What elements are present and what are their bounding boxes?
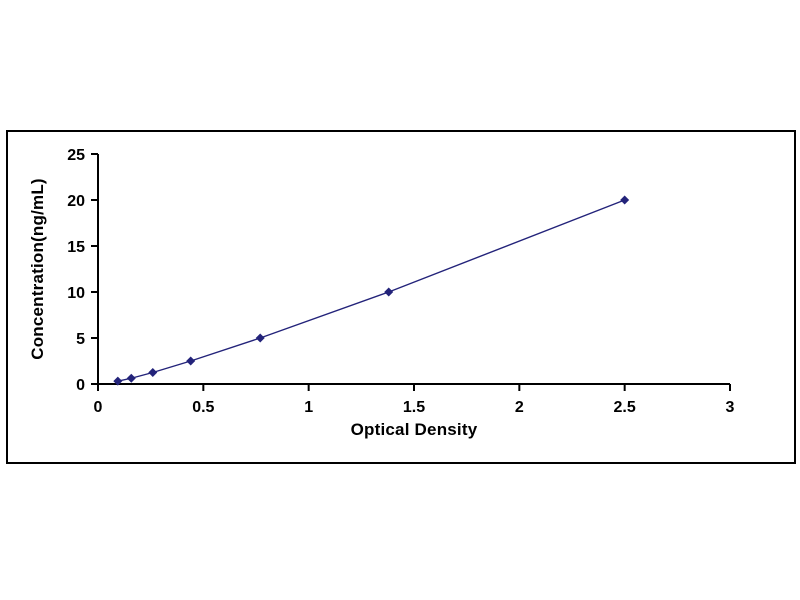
data-point-marker <box>620 195 630 205</box>
x-axis-title: Optical Density <box>350 420 478 439</box>
data-point-marker <box>186 356 196 366</box>
standard-curve-chart-frame: 0 0.5 1 1.5 2 2.5 3 0 5 10 15 20 25 Optical Density … <box>6 130 796 464</box>
y-tick-label: 10 <box>67 285 85 302</box>
x-tick-label: 3 <box>726 399 735 416</box>
x-tick-label: 2 <box>515 399 524 416</box>
data-point-marker <box>255 333 265 343</box>
x-tick-label: 0 <box>94 399 103 416</box>
y-axis-title: Concentration(ng/mL) <box>28 178 47 360</box>
data-point-marker <box>126 373 136 383</box>
x-tick-label: 0.5 <box>192 399 214 416</box>
data-point-marker <box>384 287 394 297</box>
data-point-marker <box>113 376 123 386</box>
y-tick-label: 15 <box>67 239 85 256</box>
x-tick-label: 1.5 <box>403 399 425 416</box>
x-tick-label: 2.5 <box>614 399 636 416</box>
y-tick-label: 0 <box>76 377 85 394</box>
y-tick-label: 5 <box>76 331 85 348</box>
standard-curve-plot: 0 0.5 1 1.5 2 2.5 3 0 5 10 15 20 25 <box>67 147 735 416</box>
y-tick-label: 25 <box>67 147 85 164</box>
x-tick-label: 1 <box>304 399 313 416</box>
y-tick-label: 20 <box>67 193 85 210</box>
standard-curve-line <box>117 199 625 382</box>
data-point-marker <box>148 368 158 377</box>
